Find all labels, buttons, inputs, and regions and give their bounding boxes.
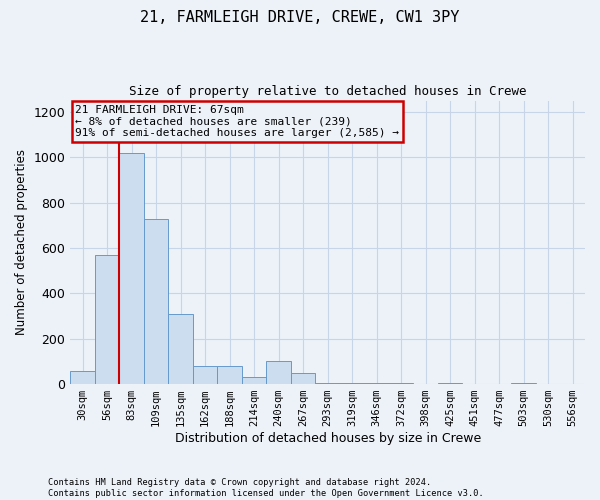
Bar [119, 152, 144, 384]
Title: Size of property relative to detached houses in Crewe: Size of property relative to detached ho… [129, 85, 526, 98]
Y-axis label: Number of detached properties: Number of detached properties [15, 150, 28, 336]
Bar [95, 255, 119, 384]
Text: Contains HM Land Registry data © Crown copyright and database right 2024.
Contai: Contains HM Land Registry data © Crown c… [48, 478, 484, 498]
Bar [511, 383, 536, 384]
Bar [291, 372, 316, 384]
Text: 21 FARMLEIGH DRIVE: 67sqm
← 8% of detached houses are smaller (239)
91% of semi-: 21 FARMLEIGH DRIVE: 67sqm ← 8% of detach… [76, 105, 400, 138]
Bar [193, 366, 217, 384]
Bar [389, 383, 413, 384]
Bar [242, 378, 266, 384]
Bar [70, 371, 95, 384]
Bar [169, 314, 193, 384]
Bar [316, 383, 340, 384]
Bar [438, 383, 463, 384]
Bar [340, 383, 364, 384]
Text: 21, FARMLEIGH DRIVE, CREWE, CW1 3PY: 21, FARMLEIGH DRIVE, CREWE, CW1 3PY [140, 10, 460, 25]
X-axis label: Distribution of detached houses by size in Crewe: Distribution of detached houses by size … [175, 432, 481, 445]
Bar [144, 218, 169, 384]
Bar [266, 362, 291, 384]
Bar [217, 366, 242, 384]
Bar [364, 383, 389, 384]
